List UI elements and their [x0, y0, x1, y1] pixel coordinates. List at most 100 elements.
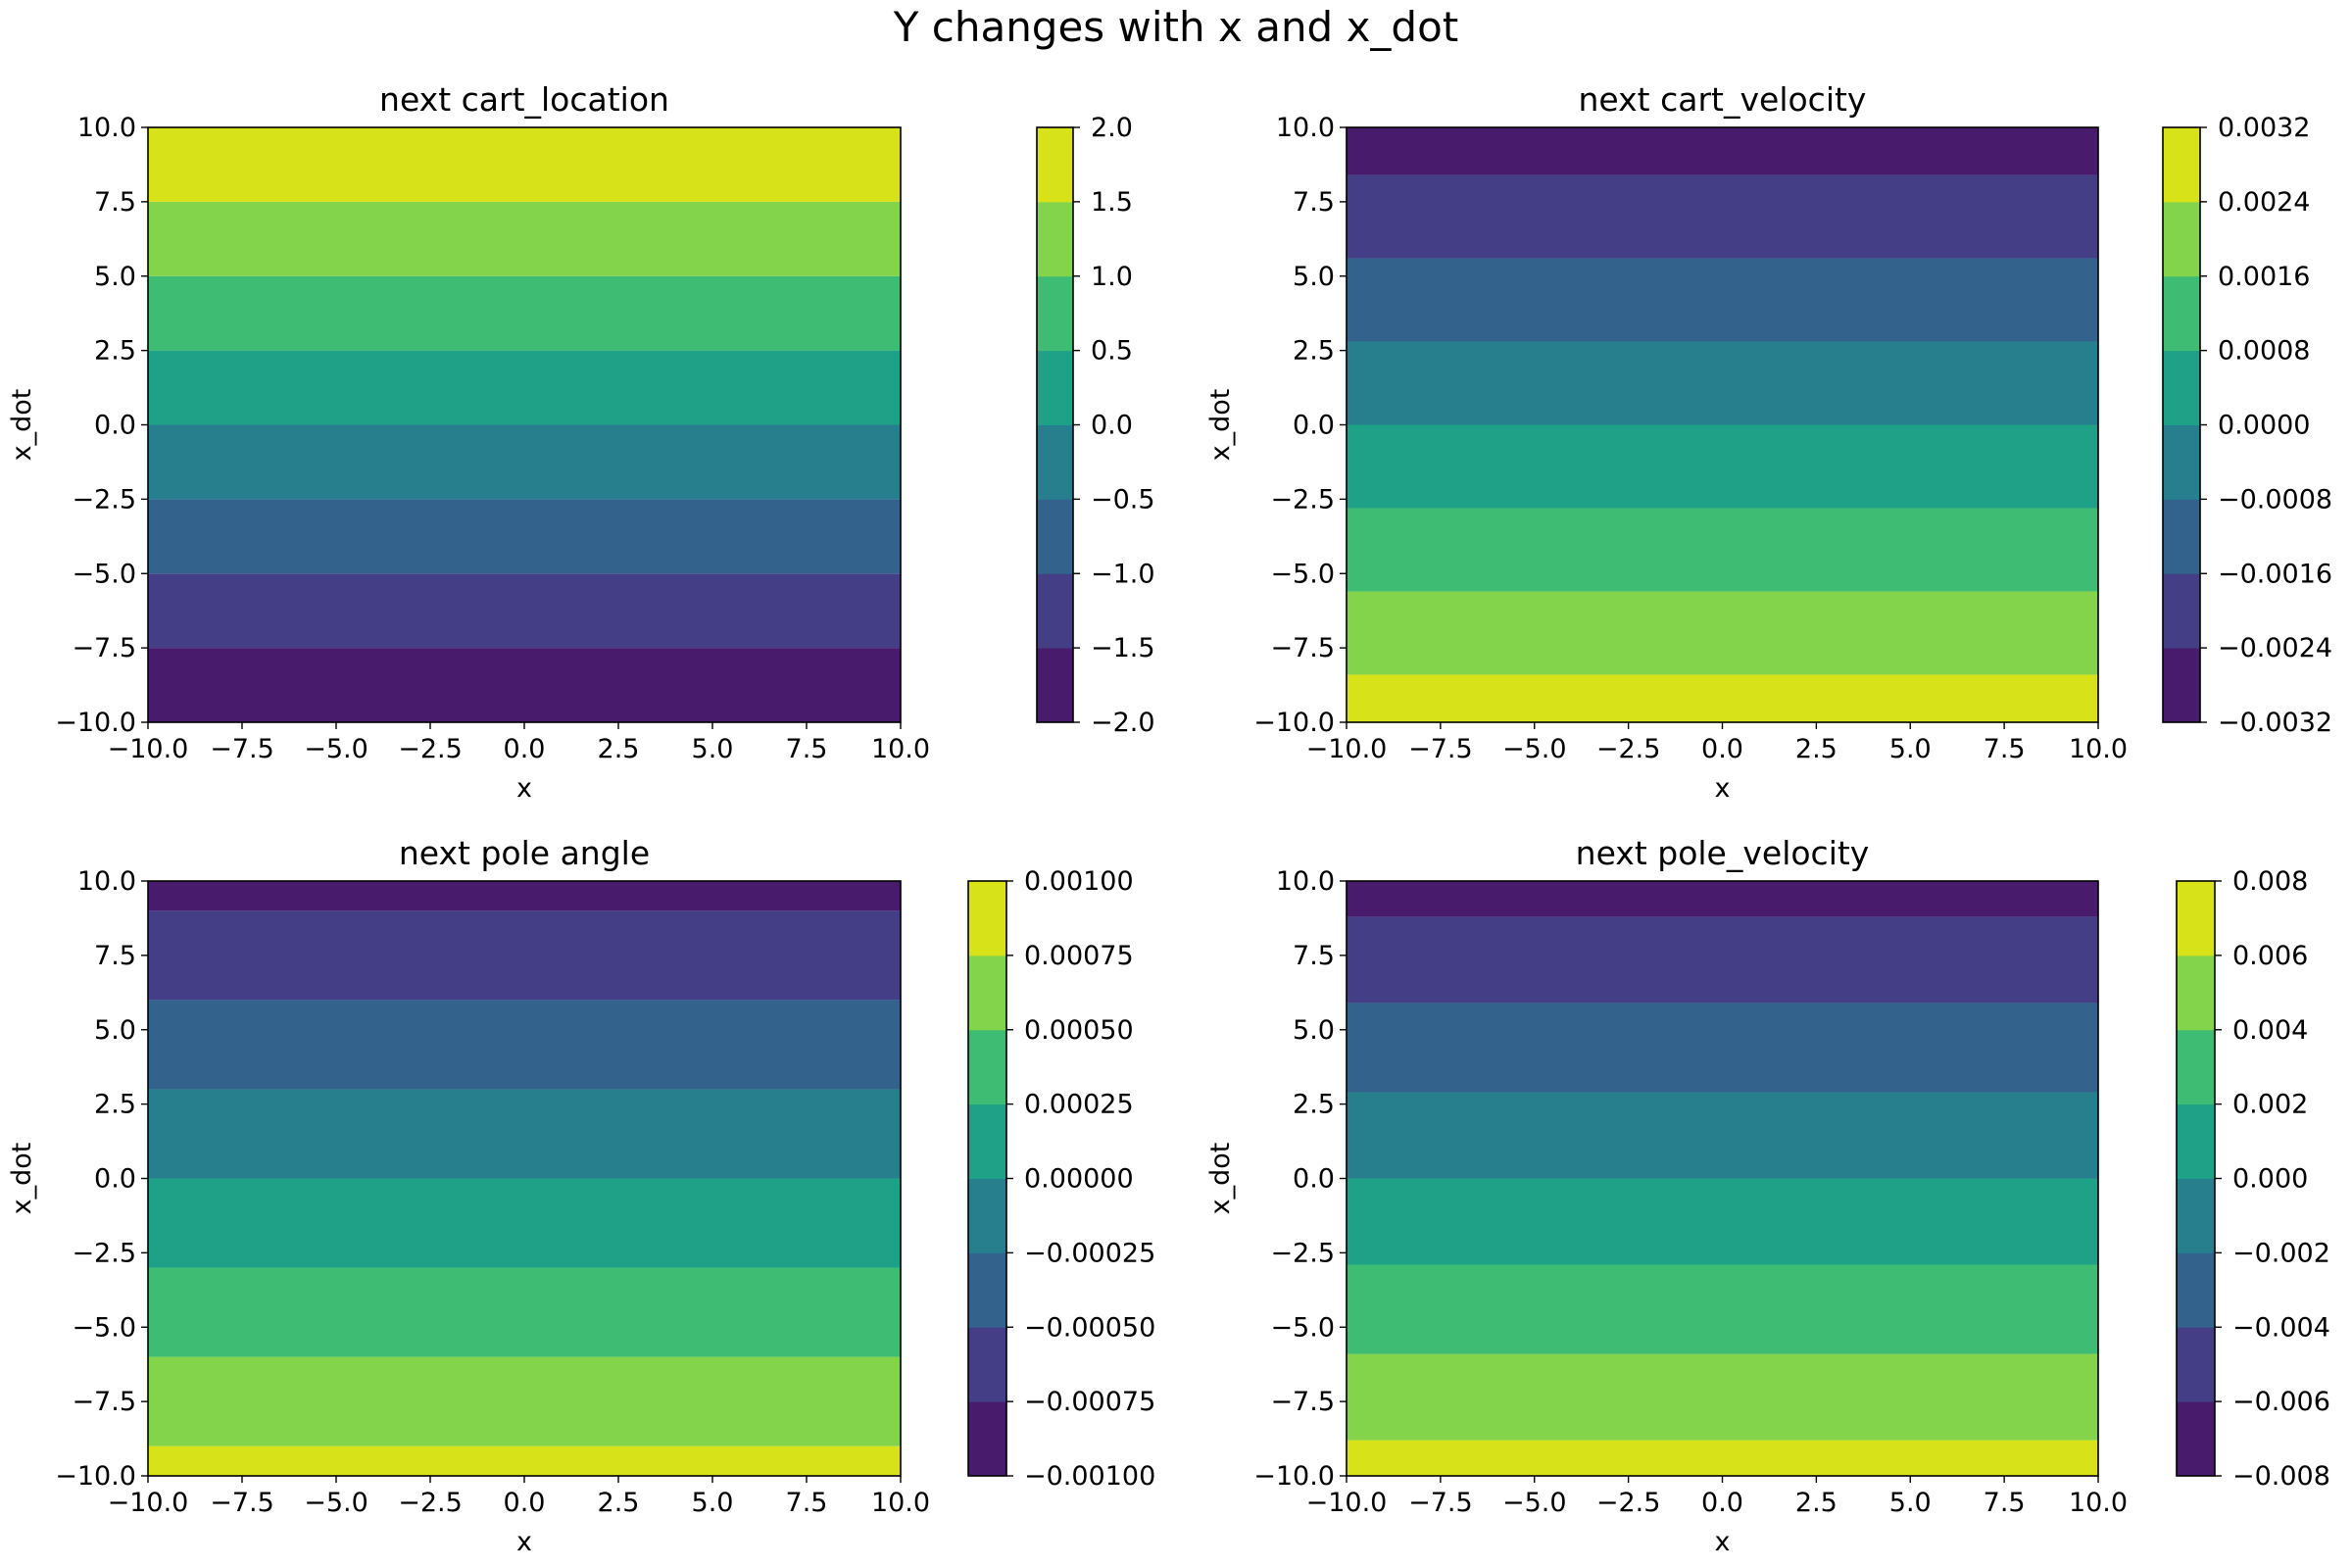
- x-tick-label: 10.0: [871, 734, 930, 764]
- y-tick-label: −10.0: [55, 1461, 136, 1492]
- colorbar-segment: [2163, 499, 2200, 574]
- y-tick-label: −2.5: [1270, 484, 1335, 514]
- y-tick-label: 7.5: [94, 187, 136, 218]
- contour-band: [1347, 341, 2098, 425]
- y-tick-label: 5.0: [1293, 1015, 1335, 1046]
- x-tick-label: 5.0: [692, 1488, 734, 1518]
- y-tick-label: −2.5: [72, 484, 136, 514]
- y-axis-title: x_dot: [1205, 389, 1236, 462]
- colorbar-tick-label: −0.00100: [1024, 1461, 1155, 1492]
- y-tick-label: 0.0: [1293, 411, 1335, 441]
- y-tick-label: 5.0: [94, 262, 136, 292]
- colorbar-tick-label: 0.0016: [2218, 262, 2310, 292]
- contour-band: [148, 201, 901, 276]
- y-tick-label: 5.0: [1293, 262, 1335, 292]
- colorbar-tick-label: −0.0016: [2218, 559, 2332, 589]
- colorbar-tick-label: 0.0032: [2218, 113, 2310, 143]
- colorbar-tick-label: 0.00100: [1024, 866, 1134, 897]
- colorbar-segment: [2163, 424, 2200, 500]
- contour-band: [1347, 674, 2098, 722]
- colorbar-tick-label: 0.00050: [1024, 1015, 1134, 1046]
- contour-band: [148, 499, 901, 574]
- y-axis-title: x_dot: [7, 1143, 37, 1215]
- subplot-1: −10.0 −7.5 −5.0 −2.5 0.0 2.5 5.0 7.5 10.0 −10.0 −7…: [7, 80, 1155, 804]
- x-tick-label: −2.5: [1596, 1488, 1661, 1518]
- colorbar-segment: [1037, 573, 1073, 649]
- colorbar-tick-label: 1.0: [1091, 262, 1133, 292]
- colorbar-segment: [2163, 201, 2200, 277]
- panel-title: next cart_location: [379, 80, 669, 119]
- x-tick-label: 5.0: [1889, 734, 1932, 764]
- colorbar-tick-label: −0.0008: [2218, 484, 2332, 514]
- x-tick-label: −5.0: [1502, 1488, 1567, 1518]
- colorbar-segment: [2163, 573, 2200, 649]
- y-axis-title: x_dot: [7, 389, 37, 462]
- x-tick-label: 10.0: [871, 1488, 930, 1518]
- contour-band: [148, 350, 901, 425]
- x-tick-label: 7.5: [1984, 734, 2026, 764]
- colorbar-tick-label: 2.0: [1091, 113, 1133, 143]
- x-tick-label: 7.5: [786, 1488, 828, 1518]
- colorbar-segment: [2177, 955, 2215, 1031]
- x-tick-label: 7.5: [786, 734, 828, 764]
- y-tick-label: −10.0: [55, 708, 136, 738]
- colorbar-segment: [968, 881, 1006, 956]
- colorbar-segment: [968, 955, 1006, 1031]
- x-tick-label: −10.0: [108, 1488, 189, 1518]
- y-tick-label: 7.5: [1293, 187, 1335, 218]
- x-tick-label: 2.5: [598, 1488, 640, 1518]
- contour-band: [148, 1089, 901, 1179]
- contour-band: [148, 1446, 901, 1476]
- contour-band: [148, 910, 901, 1001]
- colorbar-segment: [1037, 275, 1073, 352]
- colorbar-segment: [968, 1029, 1006, 1105]
- colorbar-tick-label: −2.0: [1091, 708, 1155, 738]
- y-tick-label: −5.0: [1270, 1312, 1335, 1343]
- y-tick-label: 10.0: [77, 866, 136, 897]
- contour-band: [1347, 1178, 2098, 1265]
- colorbar-tick-label: 0.006: [2232, 941, 2308, 971]
- contour-band: [1347, 127, 2098, 175]
- colorbar-segment: [2177, 1252, 2215, 1328]
- figure-title: Y changes with x and x_dot: [893, 3, 1459, 51]
- y-tick-label: 0.0: [94, 411, 136, 441]
- colorbar-segment: [1037, 350, 1073, 425]
- colorbar-segment: [2177, 1029, 2215, 1105]
- colorbar-tick-label: −0.0024: [2218, 633, 2332, 663]
- y-tick-label: 10.0: [1276, 113, 1335, 143]
- x-tick-label: 0.0: [504, 1488, 546, 1518]
- x-tick-label: −2.5: [1596, 734, 1661, 764]
- colorbar-segment: [968, 1401, 1006, 1477]
- x-tick-label: −10.0: [108, 734, 189, 764]
- colorbar-segment: [968, 1252, 1006, 1328]
- x-tick-label: −2.5: [398, 1488, 463, 1518]
- contour-band: [1347, 1440, 2098, 1476]
- x-tick-label: −5.0: [304, 1488, 368, 1518]
- colorbar-tick-label: 0.0024: [2218, 187, 2310, 218]
- y-tick-label: −7.5: [1270, 1387, 1335, 1417]
- x-tick-label: 0.0: [1701, 734, 1743, 764]
- subplot-2: −10.0 −7.5 −5.0 −2.5 0.0 2.5 5.0 7.5 10.0 −10.0 −7…: [1205, 80, 2332, 804]
- colorbar-segment: [968, 1103, 1006, 1179]
- x-tick-label: 2.5: [598, 734, 640, 764]
- y-tick-label: 10.0: [77, 113, 136, 143]
- colorbar-segment: [1037, 648, 1073, 723]
- y-tick-label: −2.5: [72, 1238, 136, 1268]
- colorbar-segment: [2163, 648, 2200, 723]
- y-tick-label: 7.5: [1293, 941, 1335, 971]
- panel-title: next cart_velocity: [1579, 80, 1867, 119]
- x-tick-label: 0.0: [1701, 1488, 1743, 1518]
- y-tick-label: 2.5: [1293, 336, 1335, 367]
- x-tick-label: −5.0: [304, 734, 368, 764]
- x-axis-title: x: [516, 773, 532, 804]
- colorbar-tick-label: 0.002: [2232, 1090, 2308, 1120]
- colorbar-tick-label: 0.0008: [2218, 336, 2310, 367]
- contour-band: [148, 275, 901, 351]
- colorbar-tick-label: −0.006: [2232, 1387, 2330, 1417]
- colorbar-tick-label: 0.0000: [2218, 411, 2310, 441]
- x-tick-label: 5.0: [1889, 1488, 1932, 1518]
- colorbar-tick-label: 0.008: [2232, 866, 2308, 897]
- colorbar-tick-label: 1.5: [1091, 187, 1133, 218]
- x-tick-label: 0.0: [504, 734, 546, 764]
